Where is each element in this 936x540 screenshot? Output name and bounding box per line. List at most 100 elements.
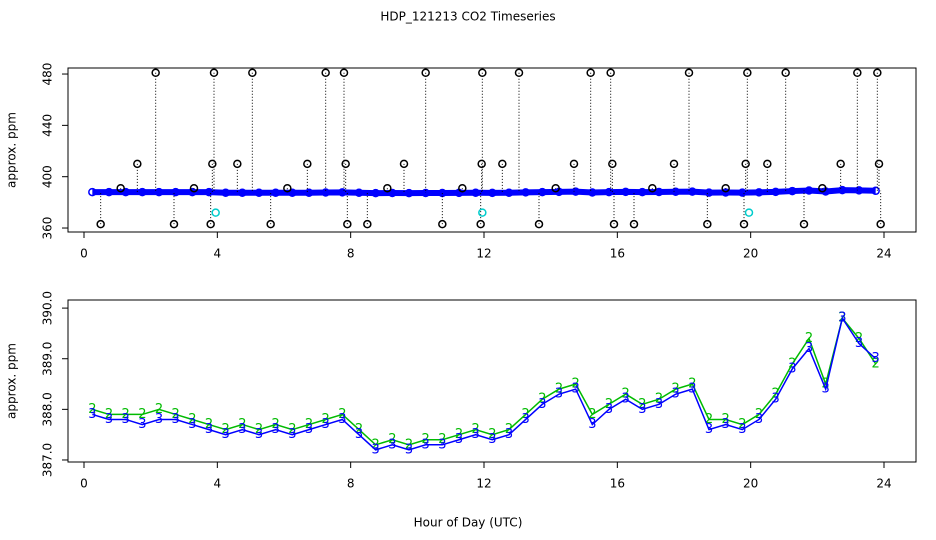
x-tick-label: 24 [876, 477, 891, 491]
point [254, 188, 264, 197]
point [238, 188, 247, 197]
point-marker: 2 [288, 422, 296, 437]
point [621, 187, 630, 197]
y-tick-label: 387.0 [41, 443, 55, 477]
point-marker: 2 [522, 407, 530, 422]
point-marker: 3 [122, 412, 130, 427]
point [354, 188, 364, 197]
point [688, 187, 697, 196]
point [838, 185, 847, 195]
point [873, 68, 882, 77]
point-marker: 2 [88, 402, 96, 417]
point [704, 188, 714, 197]
point-marker: 3 [138, 417, 146, 432]
x-tick-label: 4 [214, 477, 222, 491]
point [283, 183, 292, 193]
point [477, 159, 486, 169]
y-tick-label: 480 [41, 63, 55, 86]
point [88, 187, 97, 197]
point [383, 183, 392, 193]
point [388, 188, 397, 198]
point-marker: 3 [422, 437, 430, 452]
y-axis-label: approx. ppm [5, 343, 19, 419]
series-line [92, 187, 876, 197]
point [488, 188, 497, 198]
point [304, 188, 314, 197]
point [629, 219, 639, 229]
y-tick-label: 390.0 [41, 291, 55, 325]
point [771, 187, 780, 197]
point [504, 188, 514, 197]
series-line [92, 316, 877, 446]
point-marker: 2 [638, 397, 646, 412]
point [211, 208, 220, 217]
point [763, 159, 772, 169]
x-tick-label: 16 [610, 247, 625, 261]
point-marker: 2 [822, 377, 830, 392]
point-marker: 2 [605, 397, 613, 412]
point-marker: 3 [705, 422, 713, 437]
point-marker: 2 [472, 422, 480, 437]
point-marker: 2 [338, 407, 346, 422]
point [799, 219, 809, 229]
point-marker: 2 [588, 407, 596, 422]
point [221, 188, 230, 197]
point [871, 186, 880, 196]
point-marker: 2 [222, 422, 230, 437]
x-tick-label: 20 [743, 247, 758, 261]
point-marker: 3 [222, 427, 230, 442]
point-marker: 3 [855, 336, 863, 351]
x-tick-label: 12 [476, 247, 491, 261]
point [669, 159, 679, 169]
point-marker: 3 [272, 422, 280, 437]
point-marker: 3 [755, 412, 763, 427]
point-marker: 2 [138, 407, 146, 422]
point-marker: 3 [188, 417, 196, 432]
point [339, 68, 349, 77]
point-marker: 2 [388, 432, 396, 447]
point-marker: 2 [755, 407, 763, 422]
point-marker: 2 [122, 407, 130, 422]
x-tick-label: 8 [347, 477, 355, 491]
point-marker: 3 [572, 382, 580, 397]
point-marker: 2 [155, 402, 163, 417]
point [738, 188, 747, 197]
point-marker: 2 [722, 412, 730, 427]
point [684, 68, 694, 77]
point-marker: 3 [622, 392, 630, 407]
point [209, 68, 219, 77]
point-marker: 3 [638, 402, 646, 417]
point [133, 159, 142, 169]
point [266, 219, 275, 229]
point [654, 187, 664, 197]
point-marker: 3 [655, 397, 663, 412]
point [836, 159, 845, 169]
point-marker: 3 [238, 422, 246, 437]
point [671, 187, 680, 196]
point-marker: 3 [255, 427, 263, 442]
point [703, 219, 712, 229]
chart-title: HDP_121213 CO2 Timeseries [380, 10, 555, 24]
point [404, 188, 414, 198]
point [208, 159, 217, 169]
x-tick-label: 0 [80, 247, 88, 261]
point [586, 68, 595, 77]
point-marker: 2 [772, 387, 780, 402]
plot-frame [67, 67, 917, 233]
point-marker: 3 [605, 402, 613, 417]
point [343, 219, 352, 229]
point [96, 219, 105, 229]
x-tick-label: 4 [214, 247, 222, 261]
point-marker: 3 [788, 361, 796, 376]
point [189, 183, 199, 193]
point [154, 187, 164, 197]
point-marker: 2 [455, 427, 463, 442]
point [471, 188, 480, 197]
point-marker: 3 [438, 437, 446, 452]
point [303, 159, 312, 169]
point-marker: 3 [588, 417, 596, 432]
point [538, 187, 547, 197]
point [569, 159, 579, 169]
point [338, 188, 347, 197]
point-marker: 2 [672, 382, 680, 397]
